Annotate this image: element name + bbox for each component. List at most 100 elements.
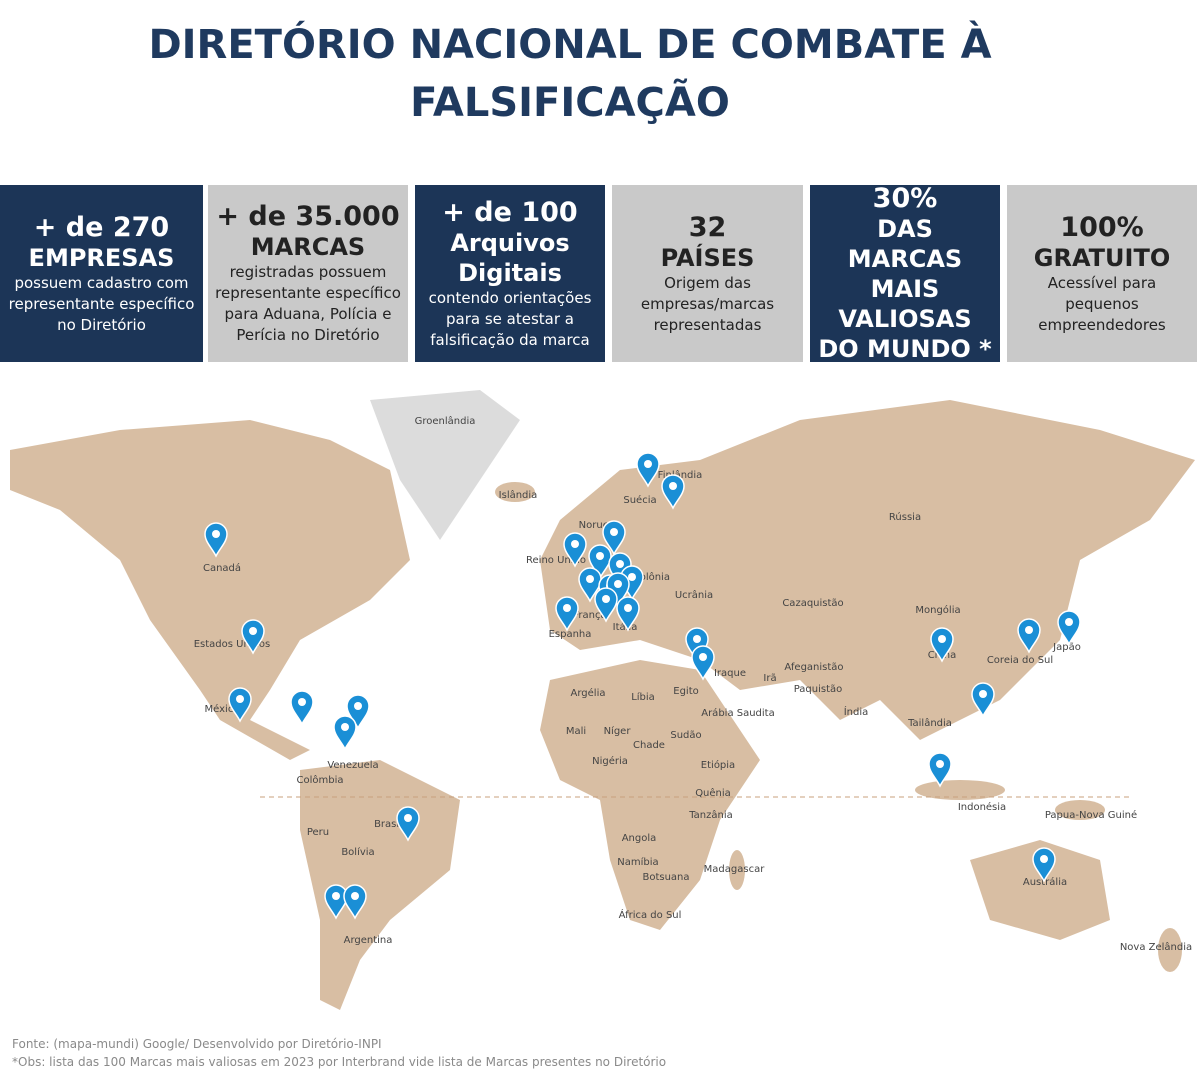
country-label: Egito bbox=[673, 686, 698, 697]
stat-box: + de 35.000MARCASregistradas possuem rep… bbox=[208, 185, 408, 362]
pin-dot bbox=[1025, 626, 1033, 634]
map-pin bbox=[334, 716, 356, 749]
pin-dot bbox=[212, 530, 220, 538]
stat-headline: 30% bbox=[816, 183, 994, 214]
pin-dot bbox=[669, 482, 677, 490]
country-label: Suécia bbox=[623, 494, 656, 506]
stat-label: MARCAS bbox=[214, 232, 402, 262]
country-label: Venezuela bbox=[327, 760, 378, 771]
pin-dot bbox=[563, 604, 571, 612]
map-pin bbox=[1058, 611, 1080, 644]
country-label: Argélia bbox=[571, 687, 606, 699]
stat-headline: + de 270 bbox=[6, 212, 197, 243]
country-label: Iraque bbox=[714, 668, 746, 679]
stat-label: Arquivos Digitais bbox=[421, 228, 599, 288]
country-label: Mongólia bbox=[915, 604, 960, 616]
land bbox=[10, 400, 1195, 1010]
map-pin bbox=[291, 691, 313, 724]
pin-dot bbox=[341, 723, 349, 731]
stat-headline: 32 bbox=[618, 212, 797, 243]
pin-dot bbox=[628, 573, 636, 581]
pin-dot bbox=[571, 540, 579, 548]
pin-dot bbox=[610, 528, 618, 536]
pin-dot bbox=[936, 760, 944, 768]
pin-dot bbox=[351, 892, 359, 900]
country-label: Espanha bbox=[549, 629, 592, 640]
country-label: Ucrânia bbox=[675, 589, 713, 601]
world-map: GroenlândiaIslândiaCanadáEstados UnidosM… bbox=[0, 370, 1201, 1030]
stat-box: 30%DAS MARCAS MAIS VALIOSAS DO MUNDO * bbox=[810, 185, 1000, 362]
pin-dot bbox=[644, 460, 652, 468]
pin-dot bbox=[699, 653, 707, 661]
country-label: Tailândia bbox=[907, 717, 952, 729]
stat-box: 32PAÍSESOrigem das empresas/marcas repre… bbox=[612, 185, 803, 362]
country-label: Irã bbox=[763, 673, 776, 684]
note: *Obs: lista das 100 Marcas mais valiosas… bbox=[12, 1055, 666, 1069]
stat-description: Origem das empresas/marcas representadas bbox=[618, 273, 797, 336]
pin-dot bbox=[236, 695, 244, 703]
stat-headline: + de 35.000 bbox=[214, 201, 402, 232]
pin-dot bbox=[404, 814, 412, 822]
stat-box: + de 100Arquivos Digitaiscontendo orient… bbox=[415, 185, 605, 362]
country-label: Japão bbox=[1052, 642, 1081, 653]
country-label: Sudão bbox=[670, 730, 701, 741]
country-label: Afeganistão bbox=[784, 662, 843, 673]
country-label: Islândia bbox=[499, 489, 538, 501]
stat-label: EMPRESAS bbox=[6, 243, 197, 273]
stat-description: Acessível para pequenos empreendedores bbox=[1013, 273, 1191, 336]
country-label: Etiópia bbox=[701, 759, 735, 771]
country-label: Líbia bbox=[631, 691, 655, 703]
pin-dot bbox=[624, 604, 632, 612]
stat-box: 100%GRATUITOAcessível para pequenos empr… bbox=[1007, 185, 1197, 362]
country-label: Peru bbox=[307, 827, 329, 838]
country-label: Chade bbox=[633, 740, 665, 751]
country-label: Índia bbox=[844, 705, 869, 718]
stat-description: contendo orientações para se atestar a f… bbox=[421, 288, 599, 351]
country-label: Cazaquistão bbox=[782, 598, 843, 609]
title: FALSIFICAÇÃO bbox=[0, 80, 1140, 126]
stat-box: + de 270EMPRESASpossuem cadastro com rep… bbox=[0, 185, 203, 362]
country-label: Namíbia bbox=[617, 856, 658, 868]
pin-dot bbox=[614, 580, 622, 588]
pin-dot bbox=[693, 635, 701, 643]
country-label: Indonésia bbox=[958, 801, 1006, 813]
title: DIRETÓRIO NACIONAL DE COMBATE À bbox=[0, 22, 1140, 68]
country-label: Tanzânia bbox=[688, 809, 733, 821]
country-label: Argentina bbox=[344, 935, 393, 946]
pin-dot bbox=[979, 690, 987, 698]
country-label: Arábia Saudita bbox=[701, 707, 775, 719]
country-label: Quênia bbox=[695, 787, 731, 799]
pin-dot bbox=[354, 702, 362, 710]
pin-dot bbox=[938, 635, 946, 643]
stat-description: registradas possuem representante especí… bbox=[214, 262, 402, 346]
country-label: Botsuana bbox=[642, 872, 689, 883]
country-label: Paquistão bbox=[794, 684, 843, 695]
pin-dot bbox=[332, 892, 340, 900]
country-label: Nigéria bbox=[592, 755, 628, 767]
pin-dot bbox=[249, 627, 257, 635]
country-label: Colômbia bbox=[297, 774, 344, 786]
country-label: Coreia do Sul bbox=[987, 655, 1053, 666]
pin-dot bbox=[298, 698, 306, 706]
country-label: Rússia bbox=[889, 511, 921, 523]
country-label: Papua-Nova Guiné bbox=[1045, 809, 1137, 821]
country-label: Bolívia bbox=[341, 846, 374, 858]
pin-dot bbox=[616, 560, 624, 568]
country-label: Groenlândia bbox=[415, 415, 476, 427]
country-label: Níger bbox=[604, 725, 632, 737]
stat-headline: 100% bbox=[1013, 212, 1191, 243]
country-label: Nova Zelândia bbox=[1120, 941, 1192, 953]
stat-label: DAS MARCAS MAIS VALIOSAS DO MUNDO * bbox=[816, 214, 994, 364]
source: Fonte: (mapa-mundi) Google/ Desenvolvido… bbox=[12, 1037, 382, 1051]
pin-dot bbox=[1065, 618, 1073, 626]
country-label: Canadá bbox=[203, 562, 241, 574]
pin-dot bbox=[586, 575, 594, 583]
stat-description: possuem cadastro com representante espec… bbox=[6, 273, 197, 336]
stat-label: PAÍSES bbox=[618, 243, 797, 273]
pin-dot bbox=[1040, 855, 1048, 863]
pin-dot bbox=[596, 552, 604, 560]
stat-label: GRATUITO bbox=[1013, 243, 1191, 273]
country-label: Madagascar bbox=[704, 864, 766, 875]
country-label: Mali bbox=[566, 726, 586, 737]
